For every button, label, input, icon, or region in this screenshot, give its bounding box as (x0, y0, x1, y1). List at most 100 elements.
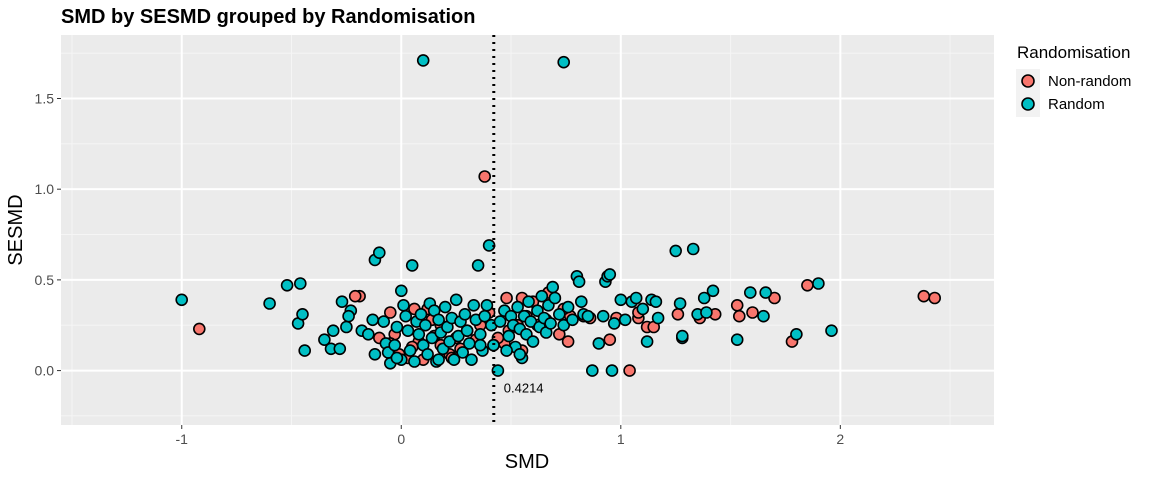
point-non-random (746, 306, 759, 319)
point-non-random (478, 170, 492, 183)
point-random (566, 313, 579, 327)
point-random (500, 344, 513, 357)
point-non-random (500, 291, 513, 305)
legend-label-random: Random (1048, 96, 1105, 113)
reference-line-label: 0.4214 (504, 381, 544, 396)
point-random (405, 259, 419, 272)
point-random (397, 298, 410, 312)
point-random (526, 335, 540, 348)
point-non-random (732, 309, 746, 323)
point-random (388, 338, 402, 352)
point-random (618, 313, 632, 327)
plot-panel (61, 35, 994, 425)
point-random (458, 307, 472, 321)
axis-ticks: -1 0 1 2 0.0 0.5 1.0 1.5 (35, 90, 845, 447)
point-random (342, 309, 355, 323)
legend: Randomisation Non-random Random (1016, 43, 1131, 117)
y-tick-label: 1.5 (35, 90, 55, 106)
point-random (649, 295, 663, 309)
point-non-random (730, 298, 744, 312)
point-random (372, 246, 386, 259)
point-random (493, 315, 507, 328)
point-random (574, 295, 588, 309)
point-random (581, 309, 595, 323)
point-random (465, 353, 478, 367)
point-random (432, 313, 445, 327)
point-random (592, 337, 606, 350)
major-gridlines (61, 35, 994, 425)
legend-key-non-random (1021, 74, 1035, 88)
point-random (368, 347, 382, 361)
point-random (790, 327, 803, 341)
y-tick-label: 0.0 (35, 363, 55, 379)
point-random (467, 298, 481, 312)
legend-label-non-random: Non-random (1048, 73, 1131, 90)
point-random (263, 297, 276, 310)
point-random (557, 318, 571, 332)
point-random (675, 329, 689, 343)
point-random (296, 307, 309, 321)
point-random (399, 309, 413, 323)
point-random (473, 327, 487, 341)
point-random (614, 293, 628, 307)
point-random (390, 351, 404, 365)
point-random (552, 307, 566, 321)
point-random (408, 355, 421, 368)
point-random (432, 353, 445, 367)
point-non-random (917, 289, 931, 303)
point-random (326, 324, 340, 338)
point-random (449, 293, 463, 307)
point-random (175, 293, 188, 307)
point-non-random (623, 364, 636, 377)
point-random (447, 353, 461, 367)
x-tick-label: 1 (617, 431, 625, 447)
point-random (340, 320, 353, 334)
point-random (812, 277, 825, 290)
point-random (361, 327, 375, 341)
reference-line-group: 0.4214 (492, 35, 544, 425)
point-random (673, 297, 687, 310)
point-random (403, 344, 417, 357)
x-axis-title: SMD (505, 451, 549, 473)
point-random (473, 338, 487, 352)
point-random (390, 320, 404, 334)
point-random (419, 318, 432, 332)
point-non-random (561, 335, 575, 348)
point-random (412, 327, 426, 341)
point-non-random (768, 291, 781, 305)
point-random (456, 346, 470, 359)
point-random (557, 55, 571, 69)
point-non-random (193, 322, 206, 336)
point-random (414, 307, 428, 321)
point-random (438, 300, 452, 314)
point-random (596, 309, 610, 323)
point-random (524, 315, 538, 328)
point-random (443, 335, 456, 348)
point-random (522, 295, 535, 309)
point-random (491, 364, 505, 377)
point-random (706, 284, 720, 298)
point-random (669, 244, 683, 258)
point-random (759, 286, 773, 299)
y-tick-label: 0.5 (35, 272, 55, 288)
point-random (280, 278, 294, 292)
point-random (605, 364, 619, 377)
points-layer (175, 54, 942, 377)
point-random (629, 291, 643, 305)
point-random (730, 333, 744, 347)
point-random (743, 286, 757, 299)
point-random (298, 344, 312, 357)
point-random (451, 329, 465, 343)
point-random (377, 315, 391, 328)
point-non-random (383, 306, 397, 319)
point-random (487, 338, 500, 352)
point-random (603, 268, 617, 281)
point-random (333, 342, 347, 356)
x-tick-label: 0 (397, 431, 405, 447)
point-random (572, 275, 586, 289)
point-random (561, 300, 575, 314)
y-axis-title: SESMD (5, 194, 27, 265)
point-random (366, 313, 380, 327)
point-random (651, 311, 665, 325)
point-random (462, 337, 476, 350)
